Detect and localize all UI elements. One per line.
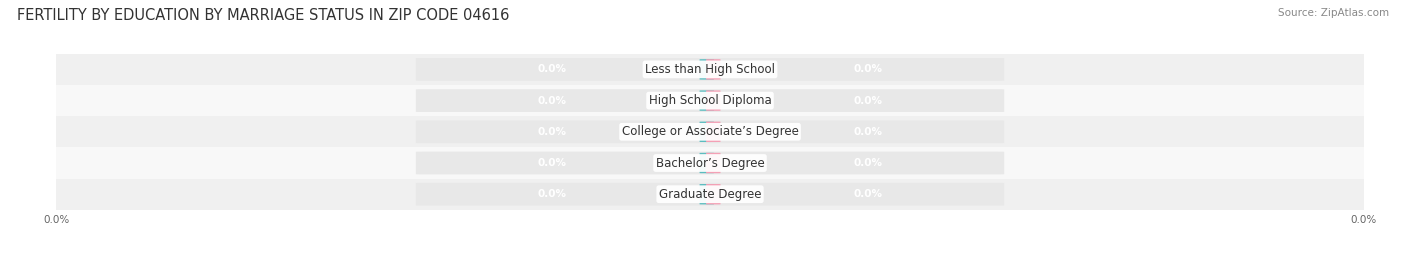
Text: 0.0%: 0.0% <box>853 127 883 137</box>
Text: 0.0%: 0.0% <box>537 127 567 137</box>
Bar <box>56 85 1364 116</box>
Text: 0.0%: 0.0% <box>853 95 883 106</box>
Text: Graduate Degree: Graduate Degree <box>659 188 761 201</box>
Text: Bachelor’s Degree: Bachelor’s Degree <box>655 157 765 169</box>
FancyBboxPatch shape <box>706 90 720 111</box>
Text: 0.0%: 0.0% <box>537 158 567 168</box>
FancyBboxPatch shape <box>706 184 720 204</box>
Text: Less than High School: Less than High School <box>645 63 775 76</box>
FancyBboxPatch shape <box>416 58 1004 81</box>
Bar <box>56 54 1364 85</box>
FancyBboxPatch shape <box>706 153 720 173</box>
FancyBboxPatch shape <box>416 121 1004 143</box>
Text: High School Diploma: High School Diploma <box>648 94 772 107</box>
FancyBboxPatch shape <box>416 183 1004 206</box>
FancyBboxPatch shape <box>416 152 1004 174</box>
Text: 0.0%: 0.0% <box>853 64 883 75</box>
Bar <box>56 147 1364 179</box>
Text: 0.0%: 0.0% <box>853 189 883 199</box>
FancyBboxPatch shape <box>416 89 1004 112</box>
Bar <box>56 116 1364 147</box>
FancyBboxPatch shape <box>700 59 714 80</box>
Text: 0.0%: 0.0% <box>537 189 567 199</box>
Text: 0.0%: 0.0% <box>537 95 567 106</box>
FancyBboxPatch shape <box>700 90 714 111</box>
Bar <box>56 179 1364 210</box>
Text: College or Associate’s Degree: College or Associate’s Degree <box>621 125 799 138</box>
Text: FERTILITY BY EDUCATION BY MARRIAGE STATUS IN ZIP CODE 04616: FERTILITY BY EDUCATION BY MARRIAGE STATU… <box>17 8 509 23</box>
Legend: Married, Unmarried: Married, Unmarried <box>631 266 789 269</box>
FancyBboxPatch shape <box>700 184 714 204</box>
Text: 0.0%: 0.0% <box>537 64 567 75</box>
FancyBboxPatch shape <box>706 59 720 80</box>
FancyBboxPatch shape <box>700 122 714 142</box>
FancyBboxPatch shape <box>700 153 714 173</box>
FancyBboxPatch shape <box>706 122 720 142</box>
Text: Source: ZipAtlas.com: Source: ZipAtlas.com <box>1278 8 1389 18</box>
Text: 0.0%: 0.0% <box>853 158 883 168</box>
